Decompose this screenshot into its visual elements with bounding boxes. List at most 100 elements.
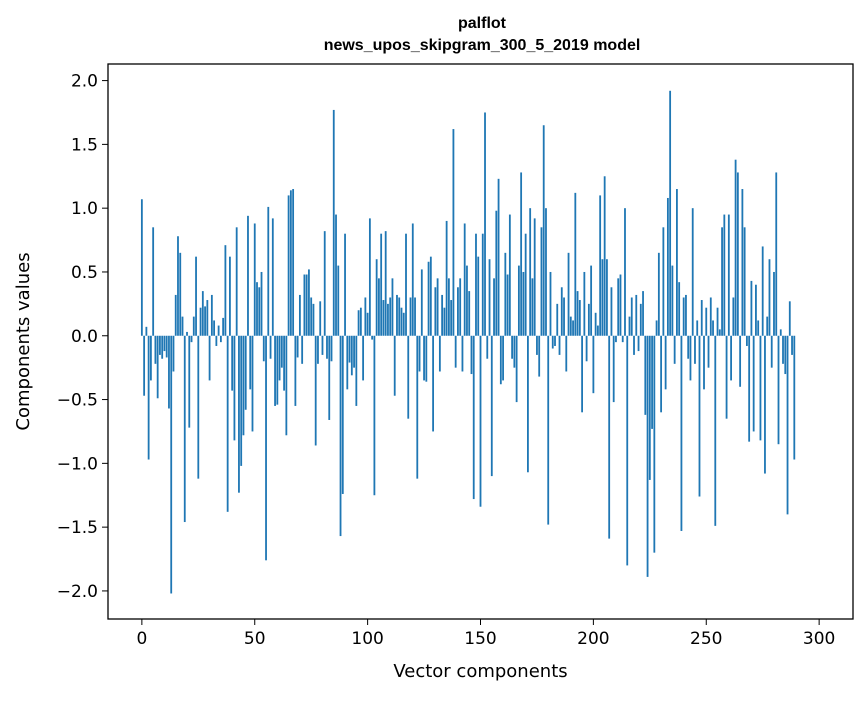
bar-component-12 bbox=[168, 335, 170, 409]
bar-component-251 bbox=[707, 335, 710, 368]
bar-component-15 bbox=[174, 294, 177, 336]
bar-component-286 bbox=[786, 335, 789, 515]
bar-component-67 bbox=[292, 189, 295, 336]
bar-component-145 bbox=[468, 291, 471, 336]
bar-component-192 bbox=[574, 192, 577, 336]
bar-component-119 bbox=[409, 297, 412, 336]
bar-component-47 bbox=[247, 215, 249, 336]
bar-component-156 bbox=[493, 278, 495, 336]
bar-component-38 bbox=[226, 335, 229, 512]
x-tick-label: 150 bbox=[464, 629, 496, 649]
bar-component-110 bbox=[389, 297, 392, 336]
bar-component-197 bbox=[585, 335, 588, 362]
bar-component-107 bbox=[382, 300, 385, 336]
bar-component-223 bbox=[644, 335, 647, 415]
bar-component-100 bbox=[366, 312, 369, 336]
bar-component-83 bbox=[328, 335, 331, 420]
bar-component-151 bbox=[481, 233, 484, 336]
bar-component-127 bbox=[427, 261, 430, 336]
bar-component-132 bbox=[438, 335, 441, 372]
bar-component-27 bbox=[201, 291, 204, 336]
bar-component-273 bbox=[757, 320, 760, 336]
bar-component-26 bbox=[199, 307, 202, 336]
bar-component-87 bbox=[337, 265, 340, 336]
bar-component-283 bbox=[779, 329, 782, 336]
bar-component-102 bbox=[371, 335, 374, 340]
y-tick-label: −2.0 bbox=[57, 582, 98, 602]
bar-component-180 bbox=[547, 335, 550, 525]
bar-component-218 bbox=[633, 335, 635, 355]
bar-component-10 bbox=[163, 335, 166, 352]
bar-component-141 bbox=[459, 278, 462, 336]
x-tick-label: 50 bbox=[244, 629, 266, 649]
bar-component-109 bbox=[387, 303, 389, 336]
bar-component-5 bbox=[152, 227, 155, 336]
bar-component-268 bbox=[745, 335, 748, 346]
bar-component-259 bbox=[725, 335, 728, 419]
bar-component-212 bbox=[619, 274, 622, 336]
bar-component-159 bbox=[499, 335, 502, 385]
bar-component-121 bbox=[414, 297, 416, 336]
bar-component-280 bbox=[773, 271, 775, 336]
bar-component-235 bbox=[671, 265, 674, 336]
bar-component-86 bbox=[335, 214, 337, 336]
bar-component-122 bbox=[416, 335, 419, 479]
bar-component-84 bbox=[330, 335, 333, 362]
bar-component-0 bbox=[140, 199, 143, 336]
bar-component-129 bbox=[432, 335, 434, 432]
bar-component-276 bbox=[764, 335, 766, 474]
bar-component-24 bbox=[195, 256, 197, 336]
bar-component-59 bbox=[274, 335, 276, 406]
bar-component-19 bbox=[183, 335, 186, 523]
plot-frame bbox=[107, 63, 854, 620]
bar-component-130 bbox=[434, 287, 437, 336]
bar-component-29 bbox=[206, 300, 209, 336]
bar-component-165 bbox=[513, 335, 516, 368]
bar-component-202 bbox=[596, 325, 599, 336]
bar-component-25 bbox=[197, 335, 200, 479]
bar-component-147 bbox=[472, 335, 475, 500]
bar-component-88 bbox=[339, 335, 342, 537]
bar-component-241 bbox=[685, 294, 687, 336]
bar-component-101 bbox=[368, 218, 371, 336]
bar-component-278 bbox=[768, 259, 771, 336]
bar-component-244 bbox=[691, 208, 694, 336]
bar-component-162 bbox=[506, 274, 509, 336]
bar-component-184 bbox=[556, 303, 559, 336]
bar-component-173 bbox=[531, 278, 534, 336]
bar-component-14 bbox=[172, 335, 175, 372]
bar-component-95 bbox=[355, 335, 358, 406]
bar-component-198 bbox=[587, 303, 590, 336]
bar-component-52 bbox=[258, 287, 261, 336]
bar-component-153 bbox=[486, 335, 489, 359]
bar-component-91 bbox=[346, 335, 349, 390]
bar-component-32 bbox=[213, 320, 216, 336]
bar-component-224 bbox=[646, 335, 649, 577]
bar-component-93 bbox=[350, 335, 353, 376]
bar-component-211 bbox=[617, 278, 620, 336]
bar-component-28 bbox=[204, 306, 206, 336]
bar-component-170 bbox=[524, 233, 527, 336]
bar-component-221 bbox=[639, 303, 642, 336]
bar-component-106 bbox=[380, 233, 383, 336]
bar-component-285 bbox=[784, 335, 787, 375]
bar-component-262 bbox=[732, 297, 735, 336]
bar-component-185 bbox=[558, 335, 561, 355]
bar-component-272 bbox=[755, 284, 757, 336]
bar-component-146 bbox=[470, 335, 473, 375]
bar-component-279 bbox=[770, 335, 773, 368]
bar-component-176 bbox=[538, 335, 541, 377]
bar-component-175 bbox=[536, 335, 538, 355]
bar-component-289 bbox=[793, 335, 796, 460]
bar-component-72 bbox=[303, 274, 306, 336]
x-tick-label: 0 bbox=[136, 629, 147, 649]
bars-group bbox=[140, 90, 796, 594]
bar-component-160 bbox=[502, 335, 504, 381]
bar-component-142 bbox=[461, 335, 464, 372]
bar-component-11 bbox=[165, 335, 168, 358]
bar-component-81 bbox=[323, 231, 326, 336]
bar-component-79 bbox=[319, 301, 322, 336]
bar-component-134 bbox=[443, 307, 446, 336]
bar-component-287 bbox=[788, 301, 791, 336]
bar-component-230 bbox=[660, 335, 663, 413]
